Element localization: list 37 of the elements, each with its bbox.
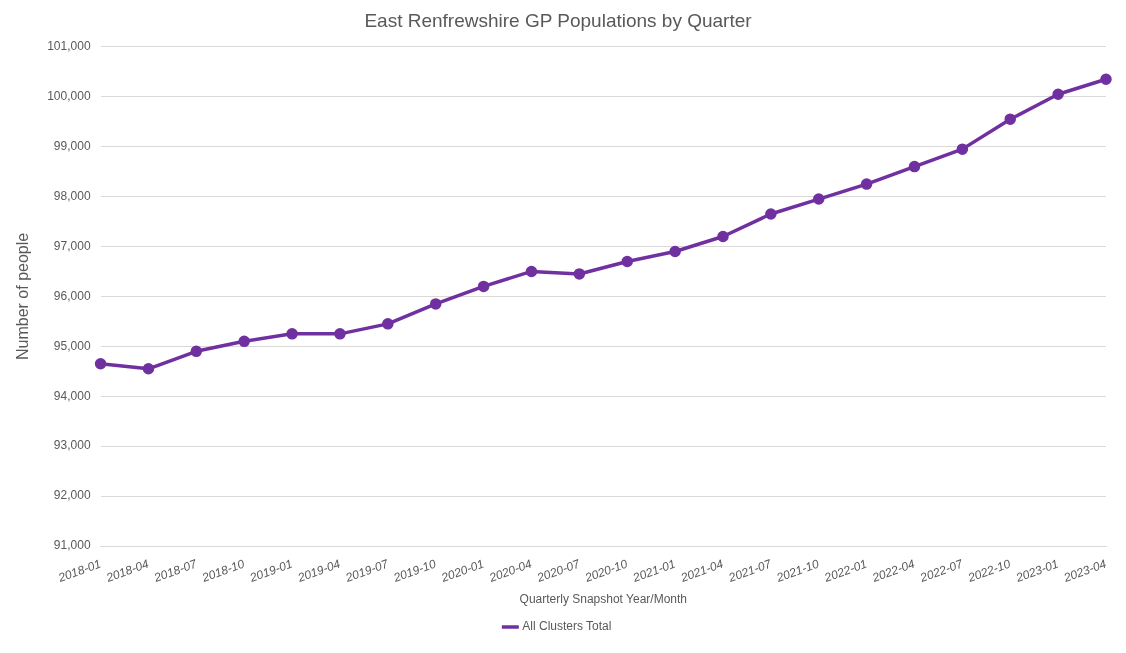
point [908,160,921,173]
y-tick-label: 97,000 [53,238,91,253]
point [190,345,203,358]
point [860,178,873,190]
point [334,328,346,340]
point [669,245,681,258]
y-tick-label: 100,000 [47,89,91,104]
y-tick-label: 91,000 [53,538,91,553]
point [142,363,155,375]
y-tick-label: 98,000 [53,188,91,203]
legend-label: All Clusters Total [522,619,612,634]
point [382,318,394,330]
y-tick-label: 96,000 [53,288,91,303]
y-tick-label: 93,000 [53,438,91,453]
point [765,208,777,220]
point [525,265,538,278]
point [477,280,490,293]
point [1052,88,1064,100]
point [1100,73,1112,85]
y-axis-title: Number of people [14,232,32,360]
y-tick-label: 94,000 [53,388,91,403]
point [1004,113,1016,125]
point [573,268,586,280]
point [812,193,825,205]
point [94,358,107,370]
point [717,230,729,243]
y-tick-label: 92,000 [53,488,91,503]
y-tick-label: 99,000 [53,138,91,153]
point [956,143,969,155]
y-tick-label: 95,000 [53,338,91,353]
chart-title: East Renfrewshire GP Populations by Quarter [364,9,753,31]
point [621,255,633,268]
point [238,335,250,348]
y-tick-label: 101,000 [47,39,91,54]
point [429,298,442,310]
x-axis-title: Quarterly Snapshot Year/Month [519,592,688,607]
point [286,328,298,340]
